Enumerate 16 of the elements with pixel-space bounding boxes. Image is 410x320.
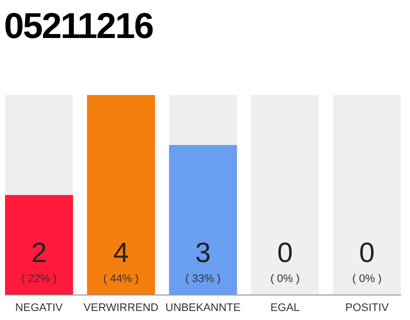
x-tick-label: VERWIRREND xyxy=(84,302,159,314)
x-tick-label: EGAL xyxy=(270,302,300,314)
annotation: ( 0% ) xyxy=(270,273,300,285)
x-tick-label: POSITIV xyxy=(345,302,390,314)
data-label: 2 xyxy=(31,237,47,268)
x-tick-label: NEGATIV xyxy=(15,302,64,314)
annotation: ( 44% ) xyxy=(103,273,139,285)
data-label: 3 xyxy=(195,237,211,268)
chart-title: 05211216 xyxy=(4,5,154,46)
data-label: 4 xyxy=(113,237,129,268)
x-tick-label: UNBEKANNTE xyxy=(165,302,241,314)
annotation: ( 0% ) xyxy=(352,273,382,285)
annotation: ( 22% ) xyxy=(21,273,57,285)
annotation: ( 33% ) xyxy=(185,273,221,285)
data-label: 0 xyxy=(277,237,293,268)
data-label: 0 xyxy=(359,237,375,268)
